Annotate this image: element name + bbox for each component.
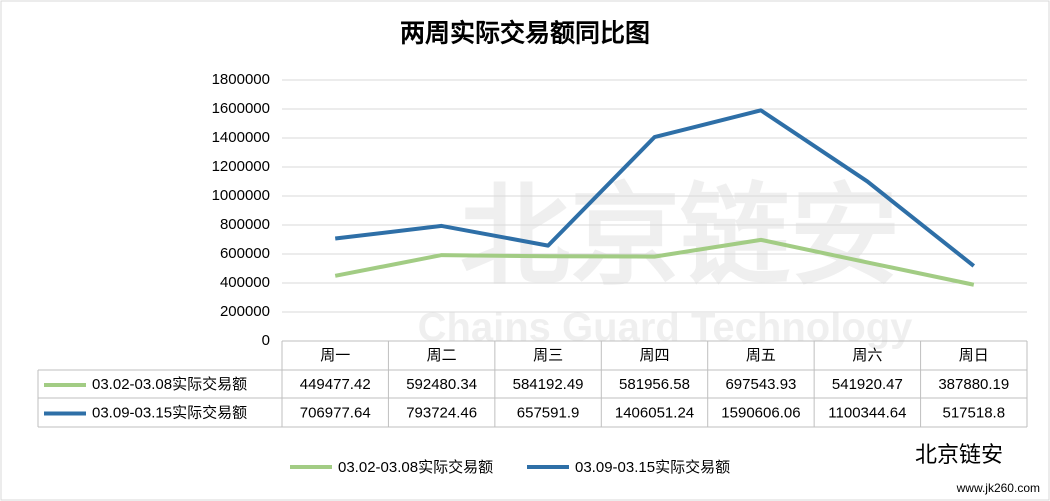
series-line [334, 108, 976, 268]
watermark: 北京链安 [460, 175, 900, 298]
table-value: 1100344.64 [828, 404, 906, 421]
logo-text: 北京链安 [915, 442, 1003, 467]
table-value: 584192.49 [513, 376, 584, 393]
y-tick-label: 1800000 [212, 71, 270, 88]
legend-label: 03.09-03.15实际交易额 [575, 458, 730, 476]
table-value: 449477.42 [300, 376, 371, 393]
x-tick-label: 周三 [533, 347, 563, 364]
table-value: 706977.64 [300, 404, 371, 421]
y-tick-label: 1000000 [212, 187, 270, 204]
table-value: 657591.9 [517, 404, 580, 421]
x-tick-label: 周五 [746, 347, 776, 364]
table-value: 1590606.06 [721, 404, 800, 421]
y-tick-label: 200000 [220, 303, 270, 320]
chart-title: 两周实际交易额同比图 [400, 19, 650, 48]
table-value: 697543.93 [725, 376, 796, 393]
table-series-name: 03.02-03.08实际交易额 [92, 375, 247, 393]
y-tick-label: 1400000 [212, 129, 270, 146]
y-tick-label: 600000 [220, 245, 270, 262]
x-tick-label: 周一 [320, 347, 350, 364]
x-tick-label: 周日 [959, 347, 989, 364]
table-value: 581956.58 [619, 376, 690, 393]
y-tick-label: 400000 [220, 274, 270, 291]
x-tick-label: 周二 [427, 347, 457, 364]
y-tick-label: 1200000 [212, 158, 270, 175]
table-value: 517518.8 [942, 404, 1005, 421]
y-tick-label: 0 [262, 332, 270, 349]
legend-label: 03.02-03.08实际交易额 [338, 458, 493, 476]
watermark: Chains Guard Technology [418, 306, 914, 350]
table-value: 1406051.24 [615, 404, 694, 421]
table-value: 793724.46 [406, 404, 477, 421]
y-tick-label: 800000 [220, 216, 270, 233]
table-value: 541920.47 [832, 376, 903, 393]
table-value: 592480.34 [406, 376, 477, 393]
table-value: 387880.19 [938, 376, 1009, 393]
x-tick-label: 周六 [852, 347, 882, 364]
series-line [334, 237, 975, 287]
y-tick-label: 1600000 [212, 100, 270, 117]
table-series-name: 03.09-03.15实际交易额 [92, 403, 247, 421]
x-tick-label: 周四 [639, 347, 669, 364]
logo-url: www.jk260.com [956, 481, 1040, 495]
